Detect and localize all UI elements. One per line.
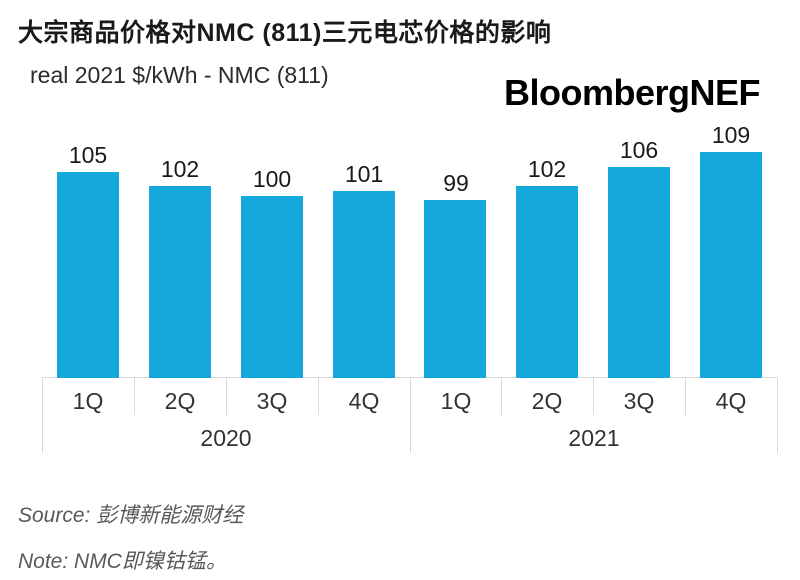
bar-2Q-2021 bbox=[516, 186, 578, 378]
bar-value-label: 101 bbox=[344, 161, 384, 187]
x-axis-quarter-label: 3Q bbox=[256, 388, 288, 414]
x-axis-quarter-label: 1Q bbox=[440, 388, 472, 414]
x-axis-line bbox=[42, 377, 777, 378]
bar-value-label: 109 bbox=[711, 122, 751, 148]
bar-1Q-2021 bbox=[424, 200, 486, 378]
bar-value-label: 102 bbox=[527, 156, 567, 182]
quarter-tick-line bbox=[685, 378, 686, 415]
quarter-tick-line bbox=[134, 378, 135, 415]
bar-1Q-2020 bbox=[57, 172, 119, 378]
bar-4Q-2021 bbox=[700, 152, 762, 378]
x-axis-quarter-label: 1Q bbox=[72, 388, 104, 414]
year-boundary-line bbox=[42, 378, 43, 453]
x-axis-year-label: 2021 bbox=[568, 425, 620, 451]
year-boundary-line bbox=[410, 378, 411, 453]
year-boundary-line bbox=[777, 378, 778, 453]
bar-value-label: 106 bbox=[619, 137, 659, 163]
bloombergnef-logo: BloombergNEF bbox=[503, 72, 761, 113]
bar-value-label: 99 bbox=[443, 170, 469, 196]
bar-4Q-2020 bbox=[333, 191, 395, 378]
chart-subtitle: real 2021 $/kWh - NMC (811) bbox=[30, 62, 329, 88]
bar-value-label: 102 bbox=[160, 156, 200, 182]
bar-value-label: 105 bbox=[68, 142, 108, 168]
x-axis-quarter-label: 2Q bbox=[164, 388, 196, 414]
bar-3Q-2021 bbox=[608, 167, 670, 378]
bar-2Q-2020 bbox=[149, 186, 211, 378]
bar-value-label: 100 bbox=[252, 166, 292, 192]
x-axis-year-label: 2020 bbox=[200, 425, 252, 451]
quarter-tick-line bbox=[318, 378, 319, 415]
quarter-tick-line bbox=[501, 378, 502, 415]
chart-title: 大宗商品价格对NMC (811)三元电芯价格的影响 bbox=[18, 19, 552, 47]
source-line: Source: 彭博新能源财经 bbox=[18, 504, 244, 527]
x-axis-quarter-label: 4Q bbox=[348, 388, 380, 414]
x-axis-quarter-label: 4Q bbox=[715, 388, 747, 414]
quarter-tick-line bbox=[226, 378, 227, 415]
x-axis-quarter-label: 2Q bbox=[531, 388, 563, 414]
quarter-tick-line bbox=[593, 378, 594, 415]
bar-3Q-2020 bbox=[241, 196, 303, 378]
x-axis-quarter-label: 3Q bbox=[623, 388, 655, 414]
note-line: Note: NMC即镍钴锰。 bbox=[18, 550, 227, 573]
